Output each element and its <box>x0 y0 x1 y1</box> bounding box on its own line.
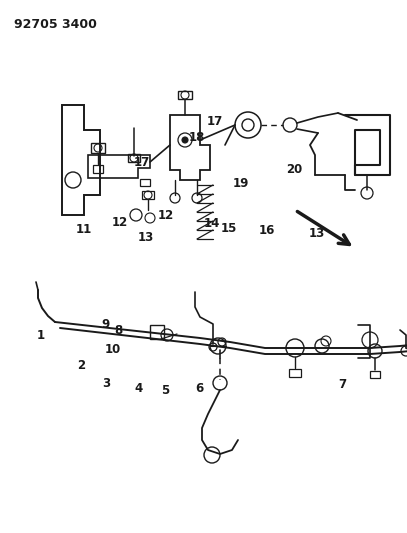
Text: 3: 3 <box>103 377 111 390</box>
Bar <box>91 143 105 153</box>
Text: 19: 19 <box>233 177 249 190</box>
Text: 12: 12 <box>158 209 174 222</box>
Circle shape <box>182 137 188 143</box>
Text: 8: 8 <box>114 324 122 337</box>
Text: 9: 9 <box>101 318 109 330</box>
Text: 10: 10 <box>105 343 121 356</box>
Text: 12: 12 <box>112 216 128 229</box>
Bar <box>178 91 192 99</box>
Bar <box>150 325 164 339</box>
Bar <box>142 191 154 199</box>
Bar <box>289 369 301 377</box>
Text: 1: 1 <box>37 329 45 342</box>
Text: 16: 16 <box>258 224 275 237</box>
Text: 7: 7 <box>338 378 346 391</box>
Text: 13: 13 <box>138 231 154 244</box>
Text: 11: 11 <box>75 223 92 236</box>
Text: 18: 18 <box>188 131 205 144</box>
Bar <box>128 154 140 162</box>
Text: 6: 6 <box>195 382 204 394</box>
Bar <box>93 165 103 173</box>
Text: 17: 17 <box>133 156 150 169</box>
Bar <box>370 370 380 377</box>
Text: 20: 20 <box>286 163 302 176</box>
Text: 5: 5 <box>161 384 169 397</box>
Bar <box>140 179 150 185</box>
Text: 15: 15 <box>221 222 237 235</box>
Text: 4: 4 <box>134 382 142 394</box>
Text: 13: 13 <box>309 227 325 240</box>
Text: 92705 3400: 92705 3400 <box>14 18 97 31</box>
Text: 17: 17 <box>207 115 223 128</box>
Text: 14: 14 <box>204 217 220 230</box>
Text: 2: 2 <box>77 359 85 372</box>
